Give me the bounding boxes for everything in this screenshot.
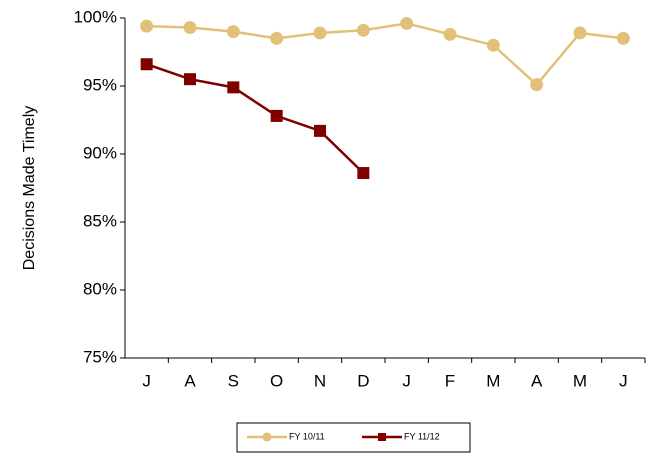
- data-point: [486, 38, 500, 52]
- y-tick-label: 100%: [74, 7, 117, 26]
- y-tick-label: 80%: [83, 279, 117, 298]
- legend-marker: [378, 433, 386, 441]
- legend-label: FY 11/12: [404, 431, 440, 441]
- data-point: [270, 31, 284, 45]
- data-point: [356, 23, 370, 37]
- data-point: [183, 21, 197, 35]
- x-tick-label: F: [445, 371, 455, 390]
- x-tick-label: A: [531, 371, 543, 390]
- x-tick-label: J: [402, 371, 411, 390]
- y-tick-label: 90%: [83, 143, 117, 162]
- x-tick-label: S: [228, 371, 239, 390]
- series-line: [146, 63, 365, 174]
- data-point: [530, 78, 544, 92]
- legend-label: FY 10/11: [289, 431, 325, 441]
- x-tick-label: O: [270, 371, 283, 390]
- data-point: [313, 26, 327, 40]
- data-point: [227, 81, 240, 94]
- data-point: [184, 73, 196, 86]
- data-point: [140, 58, 153, 71]
- x-tick-label: N: [314, 371, 326, 390]
- x-tick-label: M: [573, 371, 587, 390]
- legend-marker: [262, 432, 272, 442]
- data-point: [270, 109, 283, 122]
- data-point: [357, 167, 370, 180]
- series-line: [146, 22, 624, 87]
- x-tick-label: D: [357, 371, 369, 390]
- data-point: [443, 27, 457, 41]
- legend-box: [236, 422, 471, 453]
- x-tick-label: J: [142, 371, 151, 390]
- x-tick-label: M: [486, 371, 500, 390]
- y-tick-label: 75%: [83, 347, 117, 366]
- data-point: [400, 16, 414, 30]
- x-tick-label: A: [184, 371, 196, 390]
- y-tick-label: 85%: [83, 211, 117, 230]
- y-axis-label: Decisions Made Timely: [21, 106, 38, 271]
- data-point: [314, 124, 326, 137]
- y-tick-label: 95%: [83, 75, 117, 94]
- data-point: [573, 26, 587, 40]
- data-point: [616, 31, 630, 45]
- x-tick-label: J: [619, 371, 628, 390]
- data-point: [140, 19, 154, 33]
- data-point: [226, 25, 240, 39]
